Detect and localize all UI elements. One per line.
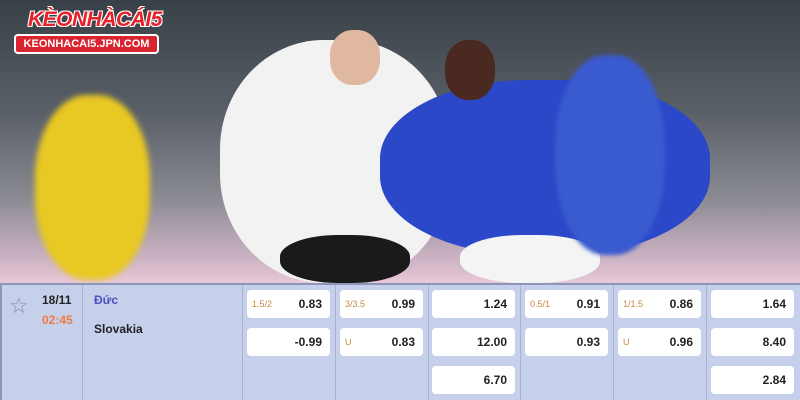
background-player-figure <box>555 55 665 255</box>
odds-cell[interactable]: 12.00 <box>432 328 515 356</box>
handicap-label: 1/1.5 <box>623 299 644 309</box>
odds-value: 8.40 <box>762 335 786 349</box>
site-logo: KÈONHÀCÁI5 KEONHACAI5.JPN.COM <box>14 8 162 54</box>
odds-value: 0.83 <box>298 297 322 311</box>
handicap-label: U <box>345 337 352 347</box>
odds-cell[interactable]: -0.99 <box>247 328 330 356</box>
odds-cell[interactable]: 1.64 <box>711 290 794 318</box>
goalkeeper-figure <box>35 95 150 280</box>
home-team: Đức <box>94 293 119 307</box>
odds-value: 1.64 <box>762 297 786 311</box>
odds-value: 6.70 <box>483 373 507 387</box>
player-head <box>445 40 495 100</box>
odds-value: 0.83 <box>391 335 415 349</box>
odds-cell[interactable]: U 0.96 <box>618 328 701 356</box>
france-shorts <box>460 235 600 283</box>
logo-url: KEONHACAI5.JPN.COM <box>14 34 159 54</box>
odds-value: 0.99 <box>391 297 415 311</box>
odds-cell[interactable]: 1.24 <box>432 290 515 318</box>
odds-cell[interactable]: U 0.83 <box>340 328 423 356</box>
odds-cell[interactable]: 2.84 <box>711 366 794 394</box>
odds-value: 0.86 <box>669 297 693 311</box>
logo-title: KÈONHÀCÁI5 <box>28 8 162 31</box>
handicap-label: U <box>623 337 630 347</box>
handicap-label: 3/3.5 <box>345 299 366 309</box>
player-head <box>330 30 380 85</box>
odds-cell[interactable]: 8.40 <box>711 328 794 356</box>
odds-value: 0.96 <box>669 335 693 349</box>
odds-value: 0.91 <box>576 297 600 311</box>
odds-cell[interactable]: 0.5/1 0.91 <box>525 290 608 318</box>
odds-cell[interactable]: 3/3.5 0.99 <box>340 290 423 318</box>
handicap-label: 0.5/1 <box>530 299 551 309</box>
odds-cell[interactable]: 6.70 <box>432 366 515 394</box>
odds-table: ☆ 18/11 02:45 Đức Slovakia 1.5/2 0.83 -0.9… <box>0 283 800 400</box>
odds-cell[interactable]: 1.5/2 0.83 <box>247 290 330 318</box>
odds-value: 1.24 <box>483 297 507 311</box>
odds-cell[interactable]: 0.93 <box>525 328 608 356</box>
odds-value: -0.99 <box>294 335 322 349</box>
match-photo: KÈONHÀCÁI5 KEONHACAI5.JPN.COM <box>0 0 800 283</box>
match-time: 02:45 <box>42 313 73 327</box>
odds-value: 2.84 <box>762 373 786 387</box>
odds-value: 12.00 <box>476 335 507 349</box>
odds-value: 0.93 <box>576 335 600 349</box>
away-team: Slovakia <box>94 322 143 336</box>
star-outline-icon[interactable]: ☆ <box>9 293 29 318</box>
germany-shorts <box>280 235 410 283</box>
match-date: 18/11 <box>42 293 72 307</box>
handicap-label: 1.5/2 <box>252 299 273 309</box>
odds-cell[interactable]: 1/1.5 0.86 <box>618 290 701 318</box>
